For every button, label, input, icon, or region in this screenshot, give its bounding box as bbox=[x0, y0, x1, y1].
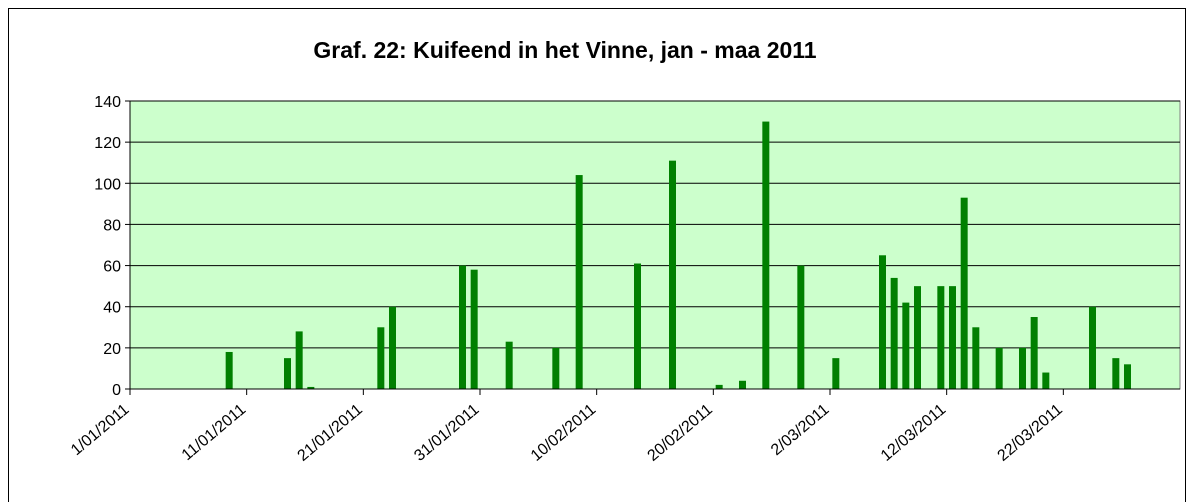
bar bbox=[972, 327, 980, 389]
bar bbox=[1112, 358, 1120, 389]
y-tick-label: 100 bbox=[94, 176, 121, 193]
bar bbox=[307, 386, 315, 389]
y-tick-label: 140 bbox=[94, 94, 121, 111]
bar bbox=[459, 265, 466, 389]
y-tick-label: 40 bbox=[103, 300, 121, 317]
bar bbox=[715, 384, 723, 389]
bar bbox=[1019, 347, 1026, 389]
y-tick-label: 0 bbox=[112, 382, 121, 399]
bar bbox=[552, 347, 560, 389]
bar bbox=[669, 160, 676, 389]
bar bbox=[225, 351, 233, 389]
bar bbox=[960, 197, 968, 389]
bar bbox=[575, 175, 583, 389]
bar bbox=[1030, 317, 1038, 389]
bar bbox=[797, 265, 805, 389]
bar bbox=[949, 286, 956, 389]
bar bbox=[377, 327, 385, 389]
bar bbox=[470, 269, 478, 389]
bar bbox=[995, 347, 1003, 389]
bar bbox=[914, 286, 921, 389]
bar bbox=[1042, 372, 1050, 389]
y-tick-label: 120 bbox=[94, 135, 121, 152]
bar bbox=[634, 263, 641, 389]
bar bbox=[1124, 364, 1131, 389]
bar bbox=[1089, 306, 1096, 389]
y-tick-label: 80 bbox=[103, 217, 121, 234]
bar bbox=[832, 358, 840, 389]
bar bbox=[902, 302, 910, 389]
bar bbox=[389, 306, 396, 389]
bar bbox=[295, 331, 303, 389]
bar bbox=[937, 286, 945, 389]
plot-area bbox=[129, 100, 1181, 390]
bar bbox=[284, 358, 291, 389]
y-tick-label: 20 bbox=[103, 341, 121, 358]
bar bbox=[879, 255, 886, 389]
y-tick-label: 60 bbox=[103, 259, 121, 276]
bar bbox=[762, 121, 770, 390]
bar bbox=[739, 380, 746, 389]
chart-title: Graf. 22: Kuifeend in het Vinne, jan - m… bbox=[313, 37, 816, 63]
bar bbox=[505, 341, 513, 389]
bar bbox=[890, 277, 898, 389]
